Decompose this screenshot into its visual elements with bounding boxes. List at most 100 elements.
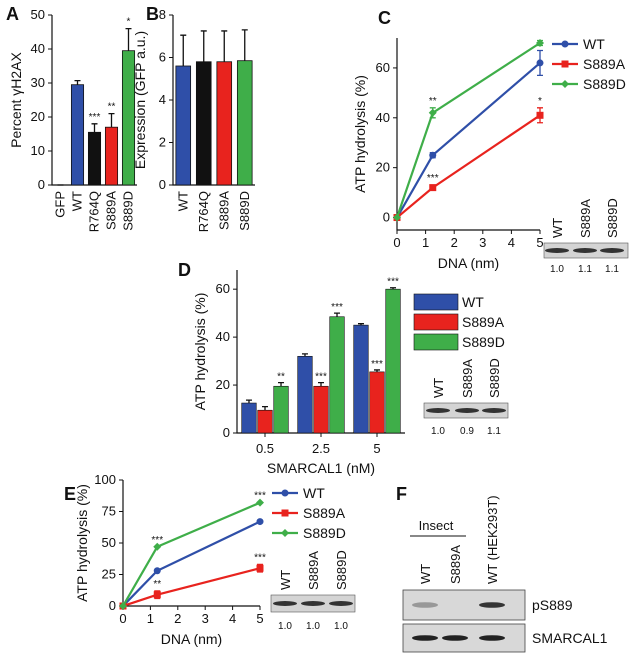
error-bar <box>301 353 308 357</box>
significance: * <box>538 96 542 107</box>
marker <box>561 40 569 48</box>
legend-swatch <box>413 313 459 331</box>
axes <box>396 38 540 231</box>
y-tick-label: 8 <box>159 7 166 22</box>
y-tick-label: 20 <box>31 109 45 124</box>
significance: *** <box>254 491 266 502</box>
x-tick-label: 4 <box>229 611 236 626</box>
marker <box>281 529 289 537</box>
blot-band <box>329 601 353 606</box>
panel-letter: D <box>178 260 191 280</box>
significance: ** <box>429 96 437 107</box>
significance: ** <box>277 372 285 383</box>
x-tick-label: WT <box>175 191 190 211</box>
y-tick-label: 100 <box>94 472 116 487</box>
row-label: pS889 <box>532 597 573 613</box>
lane-label: WT <box>418 564 433 584</box>
legend-label: WT <box>462 294 484 310</box>
marker <box>256 518 264 526</box>
line <box>122 567 261 608</box>
x-tick-label: 0 <box>393 235 400 250</box>
panel-letter: E <box>64 484 76 504</box>
error-bar <box>262 405 268 411</box>
x-axis-label: DNA (nm) <box>161 631 222 647</box>
y-axis-label: ATP hydrolysis (%) <box>74 484 90 602</box>
y-tick-label: 40 <box>216 329 230 344</box>
y-tick-label: 60 <box>216 281 230 296</box>
marker <box>256 498 264 507</box>
bar <box>297 355 313 434</box>
error-bar <box>125 27 132 51</box>
legend-label: WT <box>583 36 605 52</box>
y-tick-label: 20 <box>216 377 230 392</box>
marker <box>281 509 289 517</box>
y-axis-label: ATP hydrolysis (%) <box>352 75 368 193</box>
x-axis-label: SMARCAL1 (nM) <box>267 460 375 476</box>
blot-ratio: 1.0 <box>431 426 445 437</box>
x-tick-label: 1 <box>422 235 429 250</box>
lane-label: S889A <box>448 545 463 584</box>
error-bar <box>74 79 81 85</box>
legend-label: WT <box>303 485 325 501</box>
legend-swatch <box>413 293 459 311</box>
x-tick-label: R764Q <box>196 191 211 232</box>
error-bar <box>91 123 98 133</box>
y-tick-label: 0 <box>109 598 116 613</box>
bar <box>195 61 212 186</box>
blot-band <box>573 248 597 253</box>
marker <box>561 80 569 88</box>
y-tick-label: 6 <box>159 50 166 65</box>
y-tick-label: 25 <box>102 567 116 582</box>
error-bar <box>245 399 252 404</box>
significance: *** <box>331 302 343 313</box>
y-tick-label: 30 <box>31 75 45 90</box>
marker <box>561 60 569 68</box>
y-tick-label: 0 <box>38 177 45 192</box>
y-axis-label: Percent γH2AX <box>8 51 24 147</box>
x-tick-label: 5 <box>256 611 263 626</box>
bar <box>369 371 385 434</box>
y-tick-label: 2 <box>159 135 166 150</box>
significance: ** <box>153 579 161 590</box>
bar <box>236 60 253 186</box>
lane-label: WT <box>278 570 293 590</box>
bar <box>313 385 329 434</box>
lane-label: S889A <box>306 551 321 590</box>
y-tick-label: 40 <box>31 41 45 56</box>
y-tick-label: 40 <box>376 110 390 125</box>
y-tick-label: 0 <box>383 210 390 225</box>
error-bar <box>390 287 397 290</box>
lane-label: S889A <box>460 359 475 398</box>
error-bar <box>537 49 543 77</box>
significance: *** <box>371 359 383 370</box>
y-tick-label: 75 <box>102 504 116 519</box>
x-tick-label: 2 <box>174 611 181 626</box>
y-tick-label: 0 <box>159 177 166 192</box>
error-bar <box>200 30 207 62</box>
x-axis-label: DNA (nm) <box>438 255 499 271</box>
x-tick-label: S889A <box>104 191 119 230</box>
bar <box>257 409 273 434</box>
bar <box>87 131 102 186</box>
error-bar <box>180 34 187 66</box>
lane-label: S889D <box>605 198 620 238</box>
bar <box>104 126 119 186</box>
blot-band <box>301 601 325 606</box>
x-tick-label: 5 <box>373 441 380 456</box>
marker <box>119 602 127 610</box>
axes <box>122 480 260 607</box>
row-label: SMARCAL1 <box>532 630 608 646</box>
error-bar <box>241 29 248 61</box>
panel-letter: C <box>378 8 391 28</box>
x-tick-label: 1 <box>147 611 154 626</box>
y-axis-label: ATP hydrolysis (%) <box>192 293 208 411</box>
bar <box>273 385 289 434</box>
legend-label: S889A <box>303 505 346 521</box>
x-tick-label: 0.5 <box>256 441 274 456</box>
y-tick-label: 10 <box>31 143 45 158</box>
x-tick-label: S889A <box>216 191 231 230</box>
blot-ratio: 1.0 <box>334 621 348 632</box>
significance: *** <box>387 277 399 288</box>
error-bar <box>334 312 341 317</box>
blot-ratio: 1.0 <box>550 264 564 275</box>
